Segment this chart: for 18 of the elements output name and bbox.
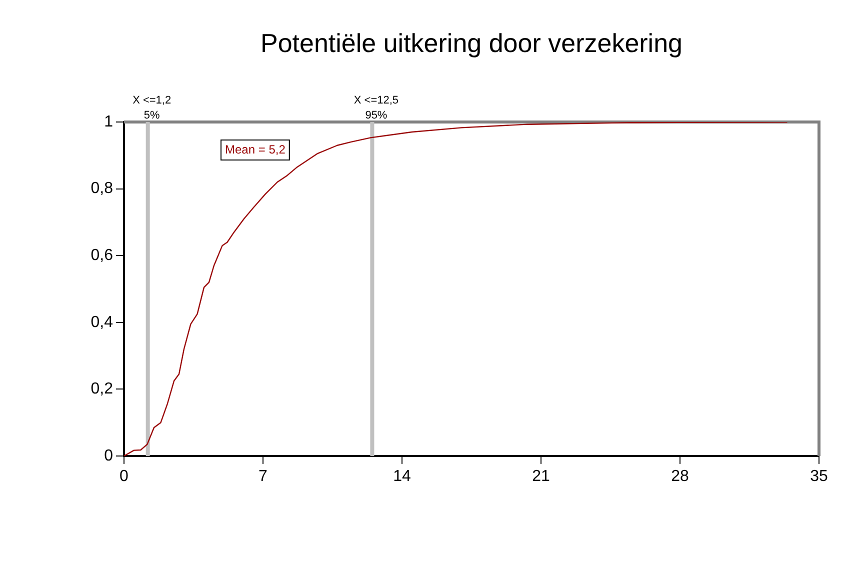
annotation: 95% (365, 110, 388, 122)
y-tick-label: 0,4 (90, 314, 114, 331)
ref-line-label: X <=1,2 (132, 94, 172, 107)
y-tick-label: 0,8 (90, 180, 114, 198)
y-tick-label: 0 (104, 447, 114, 464)
x-tick-label: 0 (120, 468, 129, 486)
ref-line-label: X <=12,5 (354, 94, 399, 107)
x-tick-label: 14 (393, 468, 411, 486)
y-tick-label: 1 (104, 113, 114, 130)
y-tick-label: 0,6 (90, 247, 114, 264)
x-tick-label: 7 (258, 468, 268, 486)
y-tick-label: 0,2 (90, 380, 114, 398)
x-tick-label: 28 (671, 468, 689, 486)
x-tick-label: 35 (810, 468, 828, 486)
x-tick-label: 21 (532, 468, 550, 486)
annotation: 5% (144, 110, 160, 122)
chart-title: Potentiële uitkering door verzekering (260, 28, 683, 58)
annotation: Mean = 5,2 (225, 142, 286, 156)
